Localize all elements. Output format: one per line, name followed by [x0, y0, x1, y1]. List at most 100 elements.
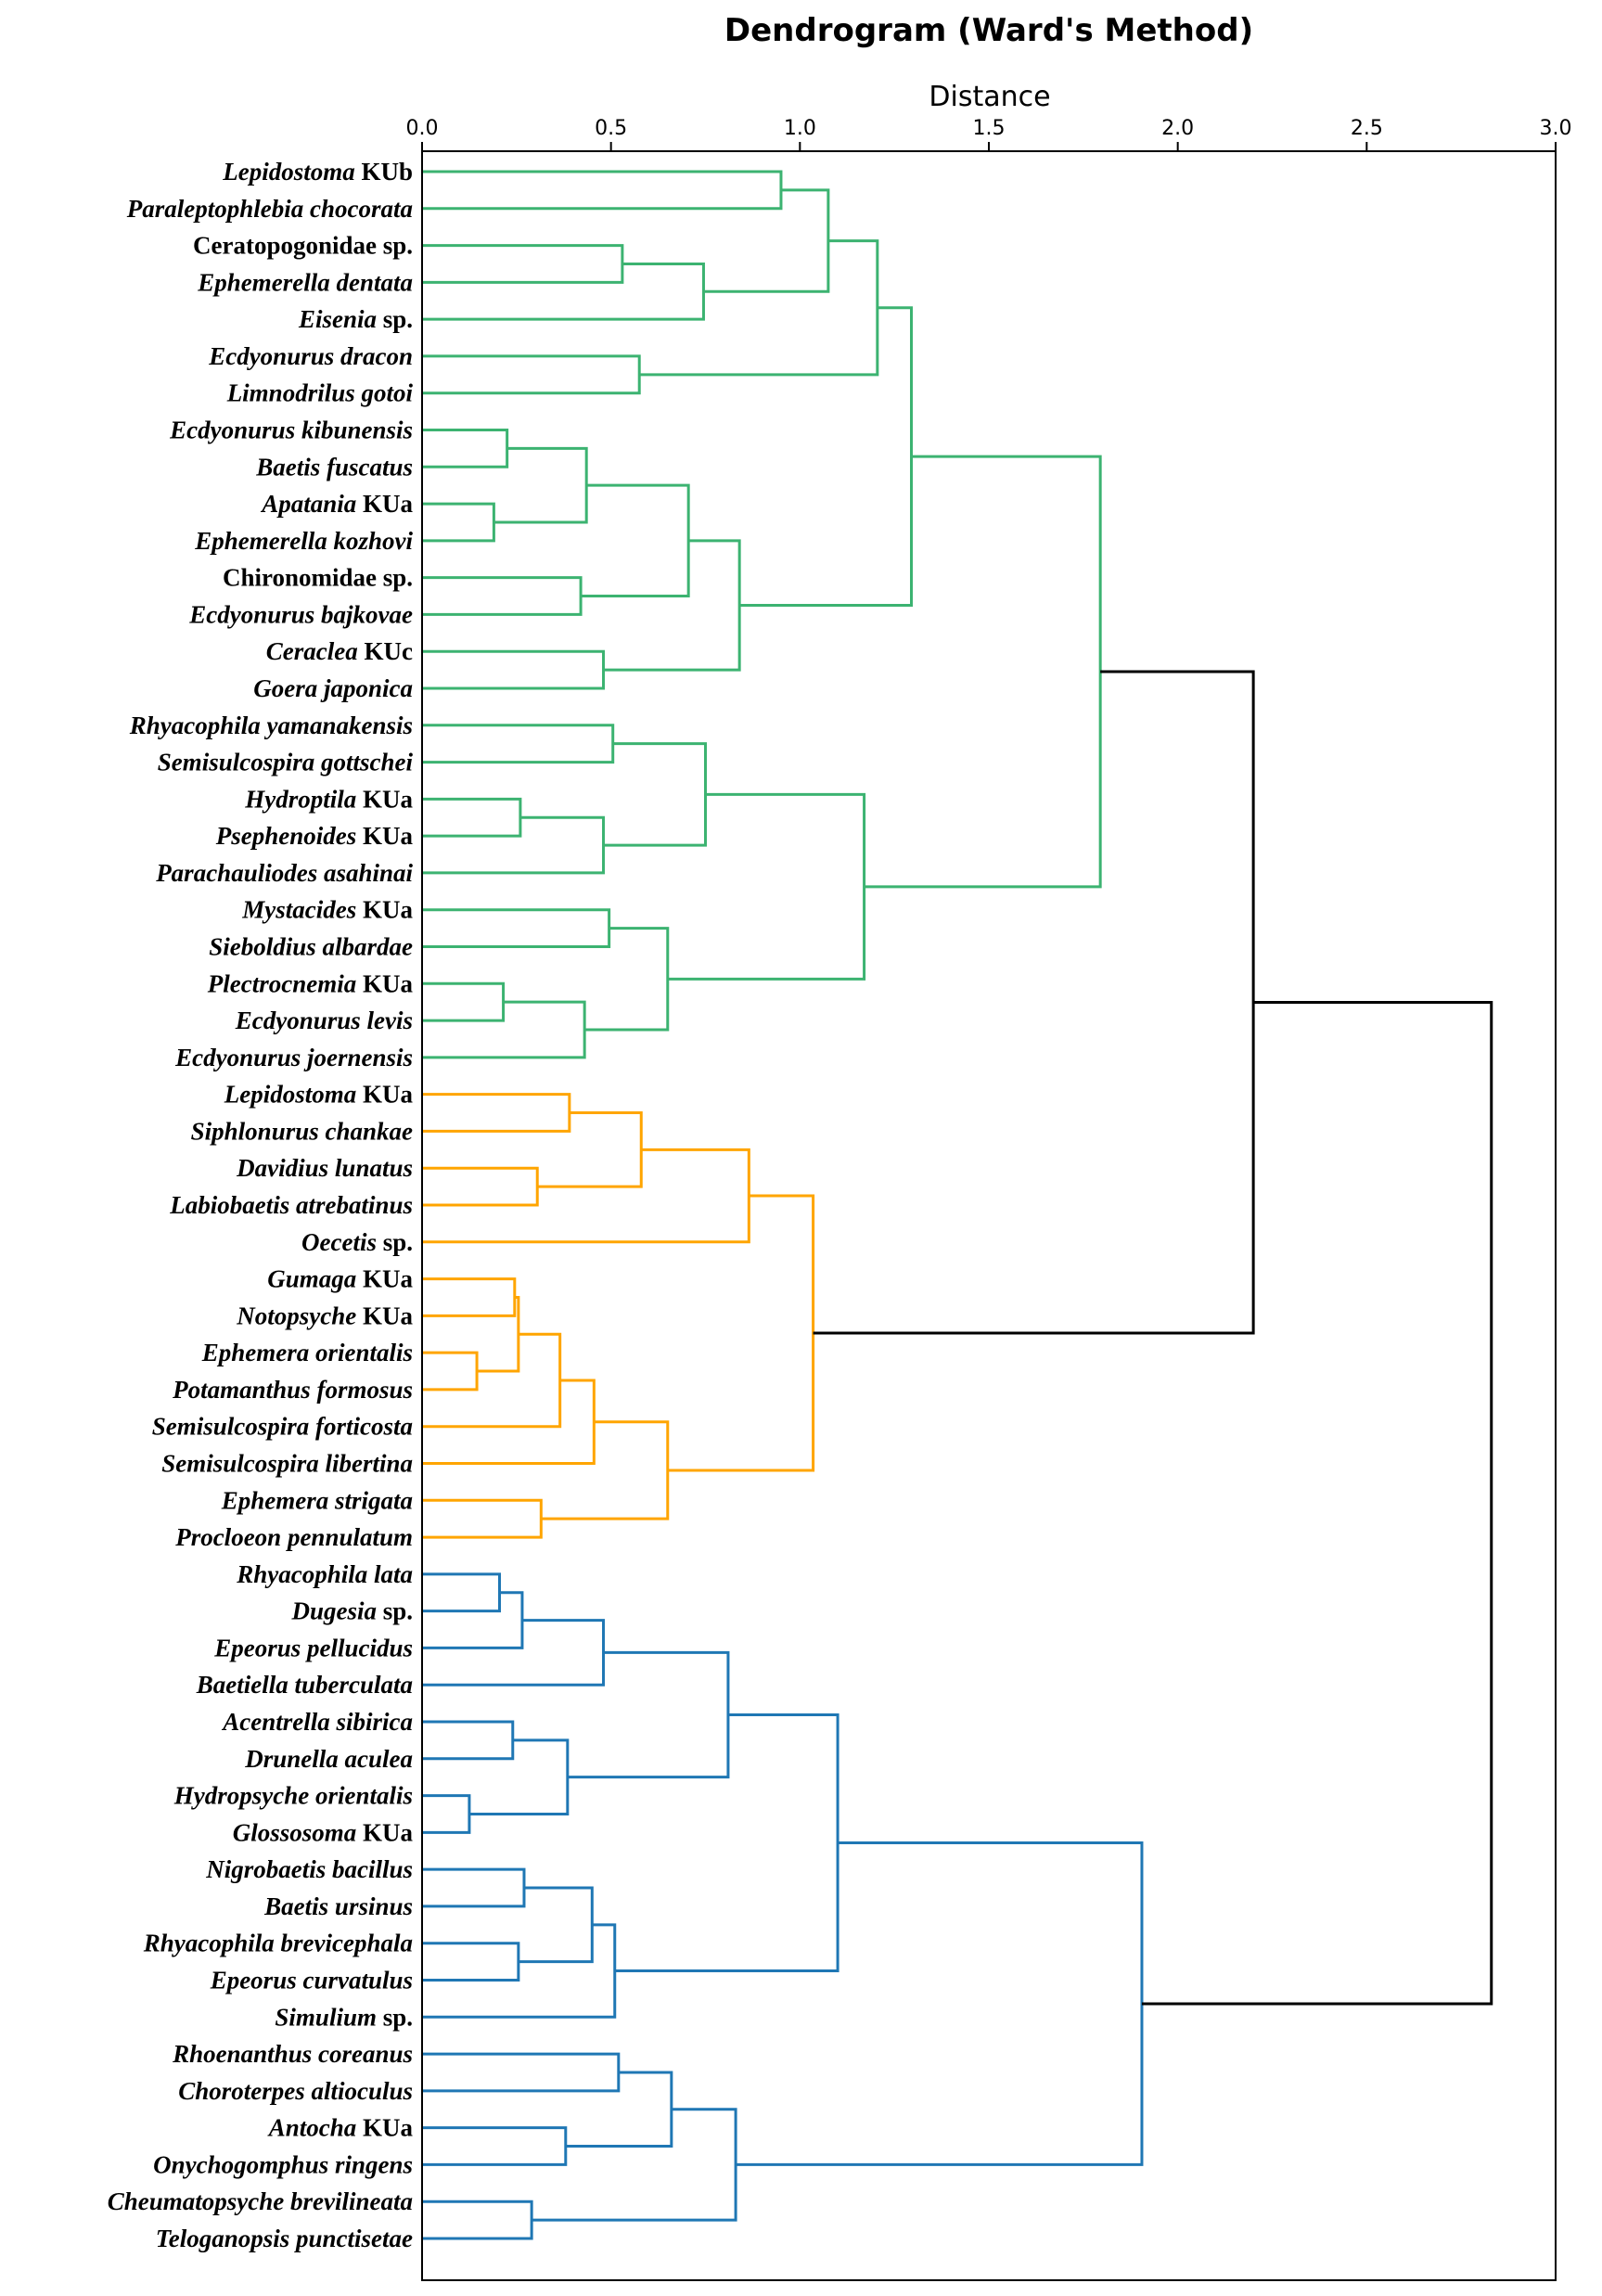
chart-title: Dendrogram (Ward's Method): [724, 12, 1253, 49]
leaf-label: Ceraclea KUc: [266, 637, 413, 665]
leaf-label: Parachauliodes asahinai: [155, 859, 413, 887]
x-tick-label: 1.0: [784, 117, 816, 140]
dendrogram-link: [422, 981, 506, 1022]
leaf-label: Paraleptophlebia chocorata: [126, 195, 413, 223]
leaf-label: Rhoenanthus coreanus: [172, 2040, 413, 2068]
plot-frame: [421, 150, 1557, 2281]
dendrogram-link: [422, 1332, 562, 1429]
dendrogram-link: [422, 1148, 750, 1244]
dendrogram-link: [813, 670, 1255, 1335]
leaf-label: Semisulcospira gottschei: [158, 749, 414, 776]
leaf-label: Gumaga KUa: [267, 1265, 413, 1293]
dendrogram-link: [1141, 1000, 1493, 2006]
leaf-label: Antocha KUa: [267, 2114, 414, 2142]
dendrogram-link: [422, 1942, 520, 1982]
dendrogram-link: [422, 1000, 586, 1059]
leaf-label: Baetis ursinus: [263, 1892, 413, 1920]
dendrogram-link: [422, 2200, 533, 2240]
dendrogram-link: [422, 170, 783, 211]
dendrogram-link: [422, 2052, 621, 2093]
leaf-label: Epeorus pellucidus: [213, 1634, 413, 1661]
x-axis-ticks: 0.0 0.5 1.0 1.5 2.0 2.5 3.0: [406, 117, 1572, 151]
leaf-label: Ephemerella kozhovi: [194, 527, 413, 555]
leaf-label: Ceratopogonidae sp.: [193, 232, 413, 260]
dendrogram-link: [422, 1794, 471, 1834]
x-tick-label: 2.0: [1161, 117, 1194, 140]
x-tick-label: 1.5: [973, 117, 1006, 140]
leaf-label: Rhyacophila brevicephala: [143, 1930, 413, 1957]
leaf-label: Davidius lunatus: [236, 1154, 413, 1182]
leaf-label: Semisulcospira libertina: [161, 1450, 413, 1478]
dendrogram-link: [422, 908, 611, 948]
dendrogram-link: [468, 1738, 570, 1815]
leaf-label: Ecdyonurus levis: [235, 1007, 413, 1034]
x-tick-label: 0.5: [595, 117, 627, 140]
dendrogram-link: [603, 539, 741, 672]
leaf-label: Plectrocnemia KUa: [207, 969, 414, 997]
dendrogram-link: [584, 927, 670, 1032]
leaf-label: Sieboldius albardae: [209, 933, 413, 961]
leaf-label: Dugesia sp.: [290, 1597, 413, 1625]
leaf-label: Apatania KUa: [260, 490, 413, 518]
dendrogram-link: [667, 1194, 815, 1472]
dendrogram-link: [422, 1619, 606, 1687]
leaf-label: Ecdyonurus bajkovae: [188, 600, 413, 628]
dendrogram-link: [422, 815, 606, 875]
dendrogram-link: [422, 1093, 571, 1133]
x-tick-label: 2.5: [1351, 117, 1383, 140]
leaf-label: Glossosoma KUa: [233, 1818, 414, 1846]
leaf-label: Procloeon pennulatum: [174, 1523, 413, 1551]
dendrogram-link: [422, 262, 705, 321]
x-axis-label: Distance: [929, 81, 1050, 113]
leaf-label: Rhyacophila lata: [236, 1560, 413, 1588]
leaf-labels: Lepidostoma KUb Paraleptophlebia chocorat…: [108, 158, 414, 2252]
leaf-label: Potamanthus formosus: [172, 1376, 413, 1404]
dendrogram-link: [581, 483, 690, 598]
leaf-label: Onychogomphus ringens: [153, 2150, 413, 2178]
dendrogram-link: [422, 1166, 539, 1207]
leaf-label: Simulium sp.: [275, 2003, 413, 2031]
leaf-label: Oecetis sp.: [301, 1228, 413, 1256]
dendrogram-link: [422, 1277, 517, 1317]
x-tick-label: 3.0: [1540, 117, 1572, 140]
dendrogram-link: [537, 1111, 643, 1188]
leaf-label: Labiobaetis atrebatinus: [169, 1191, 413, 1219]
leaf-label: Nigrobaetis bacillus: [205, 1855, 413, 1883]
dendrogram-link: [422, 2126, 568, 2166]
leaf-label: Baetis fuscatus: [255, 453, 413, 481]
dendrogram-link: [477, 1295, 520, 1373]
leaf-label: Semisulcospira forticosta: [152, 1413, 413, 1441]
dendrogram-link: [667, 792, 866, 981]
dendrogram-link: [422, 797, 522, 838]
dendrogram-link: [422, 502, 495, 543]
dendrogram-link: [703, 188, 830, 293]
dendrogram-link: [567, 1650, 730, 1779]
leaf-label: Mystacides KUa: [241, 896, 413, 924]
leaf-label: Ecdyonurus kibunensis: [169, 417, 413, 444]
leaf-label: Teloganopsis punctisetae: [156, 2225, 413, 2252]
dendrogram-link: [603, 742, 707, 847]
dendrogram-link: [422, 1351, 479, 1392]
leaf-label: Limnodrilus gotoi: [226, 379, 414, 407]
leaf-label: Ephemera orientalis: [201, 1339, 413, 1366]
leaf-label: Ephemerella dentata: [197, 268, 413, 296]
dendrogram-link: [518, 1886, 594, 1964]
leaf-label: Ephemera strigata: [221, 1486, 413, 1514]
leaf-label: Lepidostoma KUa: [224, 1081, 414, 1109]
leaf-label: Ecdyonurus dracon: [208, 342, 413, 370]
leaf-label: Lepidostoma KUb: [222, 158, 413, 186]
leaf-label: Drunella aculea: [244, 1745, 413, 1773]
leaf-label: Psephenoides KUa: [215, 822, 414, 850]
leaf-label: Baetiella tuberculata: [196, 1671, 413, 1699]
x-tick-label: 0.0: [406, 117, 439, 140]
dendrogram-link: [422, 576, 583, 616]
dendrogram-link: [541, 1420, 670, 1520]
leaf-label: Notopsyche KUa: [236, 1302, 413, 1329]
dendrogram-link: [422, 1591, 524, 1649]
leaf-label: Siphlonurus chankae: [191, 1117, 413, 1145]
leaf-label: Rhyacophila yamanakensis: [129, 712, 413, 739]
leaf-label: Eisenia sp.: [298, 305, 413, 333]
leaf-label: Ecdyonurus joernensis: [174, 1044, 413, 1071]
leaf-label: Epeorus curvatulus: [210, 1967, 413, 1995]
dendrogram-link: [614, 1713, 839, 1973]
